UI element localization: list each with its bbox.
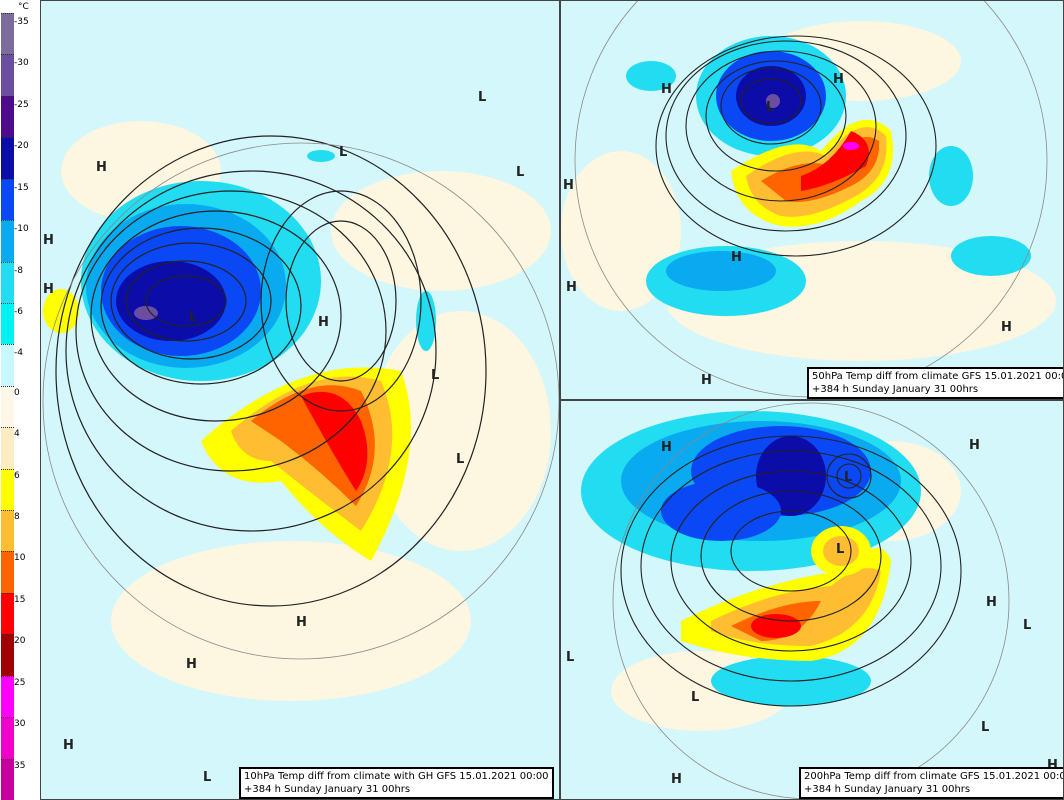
pressure-marker: L — [456, 452, 464, 467]
legend-color-band — [1, 551, 14, 593]
pressure-marker: H — [43, 282, 54, 297]
pressure-centers: H H L H H H H H — [563, 72, 1012, 388]
map-caption: 10hPa Temp diff from climate with GH GFS… — [239, 767, 554, 799]
legend-color-band — [1, 13, 14, 55]
legend-tick-label: -30 — [14, 58, 29, 69]
pressure-marker: L — [981, 720, 989, 735]
caption-title: 10hPa Temp diff from climate with GH GFS… — [244, 771, 549, 782]
map-10hpa: H H L L L H H H H L L L H L — [42, 90, 559, 785]
legend-tick-label: -10 — [14, 224, 29, 235]
legend-tick-label: 15 — [14, 594, 26, 605]
legend-tick-label: 10 — [14, 553, 26, 564]
pressure-marker: H — [566, 280, 577, 295]
pressure-marker: L — [478, 90, 486, 105]
pressure-marker: H — [969, 438, 980, 453]
legend-color-band — [1, 54, 14, 96]
legend-tick-label: 20 — [14, 636, 26, 647]
legend-tick-label: 0 — [14, 387, 20, 398]
legend-color-band — [1, 634, 14, 676]
pressure-marker: H — [701, 373, 712, 388]
pressure-marker: L — [189, 310, 197, 325]
pressure-marker: H — [1001, 320, 1012, 335]
pressure-marker: L — [1023, 618, 1031, 633]
pressure-marker: L — [836, 542, 844, 557]
legend-tick-label: -8 — [14, 265, 23, 276]
pressure-marker: L — [691, 690, 699, 705]
pressure-marker: H — [318, 315, 329, 330]
legend-color-band — [1, 261, 14, 303]
pressure-marker: H — [96, 160, 107, 175]
legend-tick-label: 25 — [14, 677, 26, 688]
pressure-marker: H — [661, 440, 672, 455]
pressure-marker: H — [43, 233, 54, 248]
caption-title: 50hPa Temp diff from climate GFS 15.01.2… — [812, 371, 1064, 382]
pressure-marker: L — [844, 470, 852, 485]
legend-color-band — [1, 344, 14, 386]
pressure-marker: H — [186, 657, 197, 672]
map-200hpa: H L H H L L L L H L H — [566, 402, 1058, 799]
legend-tick-label: -4 — [14, 348, 23, 359]
pressure-centers: H L H H L L L L H L H — [566, 438, 1058, 787]
geopotential-contours — [55, 135, 487, 607]
legend-color-band — [1, 302, 14, 345]
legend-color-band — [1, 220, 14, 262]
legend-color-band — [1, 758, 14, 800]
pressure-marker: L — [566, 650, 574, 665]
pressure-marker: L — [339, 145, 347, 160]
caption-forecast-time: +384 h Sunday January 31 00hrs — [812, 384, 979, 395]
legend-color-band — [1, 385, 14, 428]
temperature-anomaly-fill — [581, 411, 961, 731]
legend-color-band — [1, 510, 14, 552]
legend-color-band — [1, 717, 14, 759]
legend-tick-label: 4 — [14, 429, 20, 440]
caption-title: 200hPa Temp diff from climate GFS 15.01.… — [804, 771, 1064, 782]
pressure-marker: L — [766, 100, 774, 115]
geopotential-contours — [620, 435, 962, 707]
legend-tick-label: -35 — [14, 17, 29, 27]
legend-color-band — [1, 427, 14, 469]
legend-tick-label: 30 — [14, 719, 26, 730]
pressure-marker: H — [1047, 758, 1058, 773]
legend-tick-label: -20 — [14, 141, 29, 152]
temperature-anomaly-fill — [561, 21, 1056, 361]
pressure-marker: H — [731, 250, 742, 265]
pressure-marker: H — [671, 772, 682, 787]
caption-forecast-time: +384 h Sunday January 31 00hrs — [804, 784, 971, 795]
pressure-marker: H — [63, 738, 74, 753]
pressure-centers: H H L L L H H H H L L L H L — [43, 90, 524, 785]
caption-forecast-time: +384 h Sunday January 31 00hrs — [244, 784, 411, 795]
legend-tick-label: 8 — [14, 512, 20, 523]
legend-tick-label: -25 — [14, 99, 29, 110]
geopotential-contours — [655, 35, 937, 257]
map-panel-50hpa: H H L H H H H H 50hPa Temp diff from cli… — [560, 0, 1064, 400]
map-panel-10hpa: H H L L L H H H H L L L H L 10hPa Temp d… — [40, 0, 560, 800]
pressure-marker: H — [986, 595, 997, 610]
map-caption: 50hPa Temp diff from climate GFS 15.01.2… — [807, 367, 1064, 399]
map-boundary-circle — [42, 142, 559, 660]
pressure-marker: H — [563, 178, 574, 193]
legend-color-band — [1, 178, 14, 221]
pressure-marker: L — [516, 165, 524, 180]
pressure-marker: H — [296, 615, 307, 630]
legend-tick-label: -15 — [14, 182, 29, 193]
legend-color-band — [1, 468, 14, 511]
color-scale-legend: °C -35 -30 -25 -20 -15 -10 -8 -6 -4 0 4 6 8 10 15 20 25 3… — [0, 0, 40, 800]
legend-tick-label: 6 — [14, 470, 20, 481]
legend-unit: °C — [18, 2, 29, 12]
legend-color-band — [1, 137, 14, 179]
legend-color-band — [1, 592, 14, 635]
legend-color-band — [1, 95, 14, 138]
legend-tick-label: 35 — [14, 760, 26, 771]
temperature-anomaly-fill — [43, 121, 551, 701]
pressure-marker: L — [203, 770, 211, 785]
pressure-marker: H — [661, 82, 672, 97]
map-50hpa: H H L H H H H H — [561, 1, 1056, 398]
map-panel-200hpa: H L H H L L L L H L H 200hPa Temp diff f… — [560, 400, 1064, 800]
legend-color-band — [1, 675, 14, 718]
pressure-marker: L — [431, 368, 439, 383]
legend-tick-label: -6 — [14, 306, 23, 317]
pressure-marker: H — [833, 72, 844, 87]
map-caption: 200hPa Temp diff from climate GFS 15.01.… — [799, 767, 1064, 799]
map-boundary-circle — [612, 402, 1010, 799]
